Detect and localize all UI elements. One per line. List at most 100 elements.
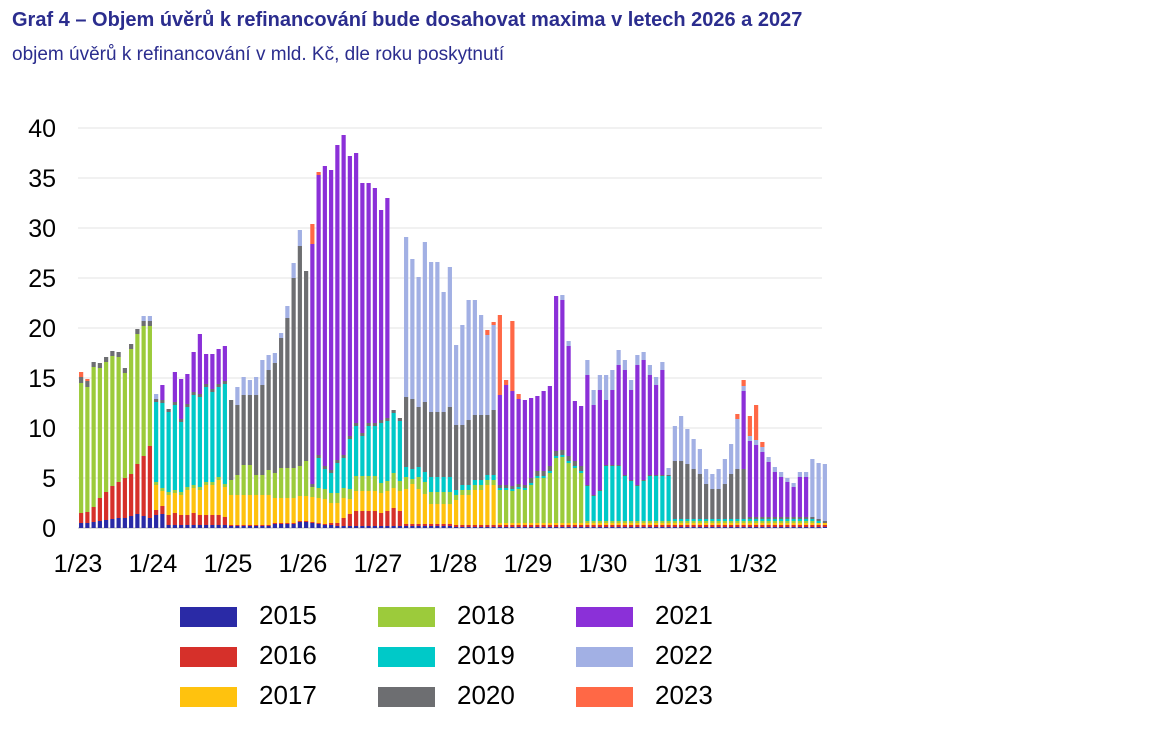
bar-segment-2017 [266, 495, 271, 525]
bar-stack [766, 457, 771, 528]
bar-segment-2022 [660, 362, 665, 370]
legend: 2015 2016 2017 2018 2019 2020 2021 2022 2023 [180, 600, 740, 720]
bar-segment-2018 [691, 521, 696, 523]
bar-segment-2016 [291, 523, 296, 524]
bar-segment-2019 [391, 413, 396, 473]
bar-segment-2018 [597, 521, 602, 523]
bar-segment-2017 [454, 500, 459, 525]
bar-stack [441, 292, 446, 528]
bar-segment-2020 [585, 485, 590, 486]
bar-segment-2015 [472, 527, 477, 528]
bar-segment-2016 [691, 525, 696, 527]
bar-segment-2020 [304, 271, 309, 461]
legend-label: 2015 [259, 600, 317, 630]
bar-segment-2017 [316, 498, 321, 523]
bar-segment-2022 [760, 447, 765, 452]
bar-segment-2018 [760, 521, 765, 523]
bar-segment-2022 [691, 439, 696, 469]
bar-segment-2018 [110, 356, 115, 486]
bar-stack [366, 183, 371, 528]
bar-segment-2015 [541, 527, 546, 528]
bar-segment-2019 [716, 519, 721, 521]
bar-segment-2015 [816, 527, 821, 528]
bar-segment-2016 [297, 521, 302, 522]
bar-segment-2016 [160, 506, 165, 514]
bar-segment-2022 [697, 449, 702, 474]
bar-stack [204, 354, 209, 528]
bar-segment-2019 [641, 481, 646, 521]
bar-segment-2019 [185, 407, 190, 487]
bar-segment-2016 [654, 525, 659, 527]
bar-segment-2015 [760, 527, 765, 528]
bar-segment-2019 [741, 519, 746, 521]
bar-segment-2020 [554, 451, 559, 456]
bar-segment-2021 [535, 396, 540, 471]
bar-segment-2015 [729, 527, 734, 528]
bar-stack [410, 259, 415, 528]
bar-segment-2016 [191, 513, 196, 525]
bar-stack [191, 352, 196, 528]
bar-segment-2017 [372, 491, 377, 511]
bar-segment-2017 [679, 523, 684, 525]
bar-segment-2020 [735, 469, 740, 519]
bar-segment-2016 [197, 515, 202, 525]
bar-segment-2021 [554, 296, 559, 451]
bar-segment-2016 [679, 525, 684, 527]
bar-segment-2020 [160, 400, 165, 403]
bar-segment-2019 [397, 421, 402, 481]
bar-segment-2016 [310, 522, 315, 523]
bar-segment-2020 [329, 470, 334, 473]
bar-segment-2015 [216, 525, 221, 528]
bar-segment-2019 [347, 439, 352, 489]
bar-stack [660, 362, 665, 528]
bar-segment-2017 [447, 504, 452, 524]
x-tick-label: 1/24 [129, 550, 178, 578]
bar-segment-2019 [791, 519, 796, 521]
bar-segment-2015 [241, 526, 246, 528]
bar-stack [822, 464, 827, 528]
bar-segment-2020 [279, 338, 284, 468]
bar-stack [304, 271, 309, 528]
bar-segment-2018 [585, 521, 590, 523]
bar-segment-2017 [391, 488, 396, 508]
bar-segment-2020 [804, 517, 809, 519]
bar-segment-2019 [604, 466, 609, 521]
bar-segment-2018 [710, 521, 715, 523]
bar-segment-2022 [654, 377, 659, 385]
bar-segment-2016 [79, 513, 84, 523]
y-tick-label: 35 [28, 165, 56, 193]
bar-segment-2020 [722, 484, 727, 519]
bar-segment-2015 [379, 526, 384, 528]
bar-segment-2016 [547, 525, 552, 527]
bar-segment-2021 [610, 390, 615, 465]
bar-segment-2020 [360, 433, 365, 436]
legend-swatch [576, 607, 633, 627]
bar-segment-2015 [660, 527, 665, 528]
bar-segment-2017 [654, 523, 659, 525]
bar-stack [347, 156, 352, 528]
bar-segment-2017 [779, 523, 784, 525]
bar-segment-2015 [460, 527, 465, 528]
bar-segment-2016 [622, 525, 627, 527]
bar-segment-2019 [772, 519, 777, 521]
bar-segment-2018 [791, 521, 796, 523]
bar-segment-2017 [797, 523, 802, 525]
bar-segment-2018 [547, 473, 552, 523]
bar-segment-2020 [754, 517, 759, 519]
bar-segment-2016 [497, 525, 502, 527]
bar-stack [154, 394, 159, 528]
bar-segment-2018 [122, 373, 127, 478]
x-tick-label: 1/25 [204, 550, 253, 578]
bar-segment-2019 [422, 472, 427, 482]
bar-segment-2019 [416, 467, 421, 477]
bar-segment-2017 [404, 489, 409, 524]
bar-segment-2019 [429, 477, 434, 492]
bar-segment-2016 [372, 511, 377, 526]
bar-segment-2017 [460, 495, 465, 525]
x-tick-label: 1/31 [654, 550, 703, 578]
bar-segment-2020 [497, 485, 502, 488]
bar-segment-2022 [647, 365, 652, 375]
bar-segment-2022 [585, 360, 590, 375]
bar-stack [504, 380, 509, 528]
bar-stack [510, 321, 515, 528]
